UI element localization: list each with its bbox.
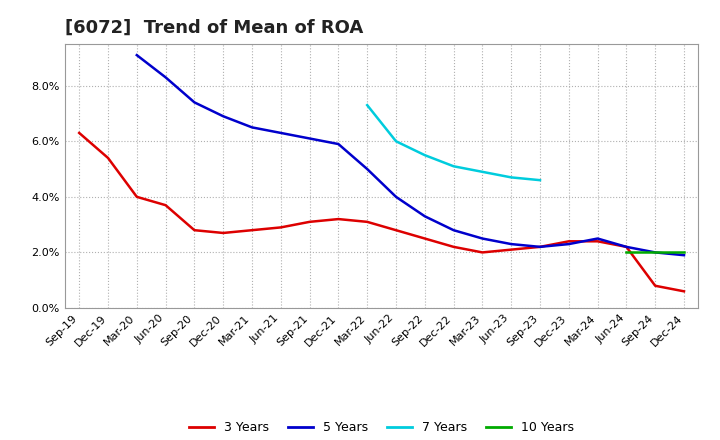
5 Years bbox=[536, 244, 544, 249]
Text: [6072]  Trend of Mean of ROA: [6072] Trend of Mean of ROA bbox=[65, 19, 363, 37]
3 Years bbox=[680, 289, 688, 294]
5 Years bbox=[190, 100, 199, 105]
5 Years bbox=[449, 227, 458, 233]
3 Years bbox=[622, 244, 631, 249]
5 Years bbox=[478, 236, 487, 241]
5 Years bbox=[593, 236, 602, 241]
7 Years bbox=[536, 177, 544, 183]
7 Years bbox=[420, 153, 429, 158]
5 Years bbox=[334, 141, 343, 147]
5 Years bbox=[363, 166, 372, 172]
3 Years bbox=[334, 216, 343, 222]
10 Years bbox=[651, 250, 660, 255]
3 Years bbox=[507, 247, 516, 252]
Line: 3 Years: 3 Years bbox=[79, 133, 684, 291]
7 Years bbox=[363, 103, 372, 108]
3 Years bbox=[75, 130, 84, 136]
3 Years bbox=[564, 238, 573, 244]
5 Years bbox=[420, 214, 429, 219]
7 Years bbox=[392, 139, 400, 144]
5 Years bbox=[219, 114, 228, 119]
5 Years bbox=[248, 125, 256, 130]
3 Years bbox=[478, 250, 487, 255]
3 Years bbox=[248, 227, 256, 233]
3 Years bbox=[276, 225, 285, 230]
3 Years bbox=[651, 283, 660, 288]
5 Years bbox=[392, 194, 400, 199]
5 Years bbox=[132, 52, 141, 58]
3 Years bbox=[132, 194, 141, 199]
10 Years bbox=[680, 250, 688, 255]
3 Years bbox=[219, 230, 228, 235]
3 Years bbox=[536, 244, 544, 249]
5 Years bbox=[651, 250, 660, 255]
5 Years bbox=[276, 130, 285, 136]
3 Years bbox=[392, 227, 400, 233]
3 Years bbox=[420, 236, 429, 241]
3 Years bbox=[305, 219, 314, 224]
3 Years bbox=[104, 155, 112, 161]
5 Years bbox=[680, 253, 688, 258]
3 Years bbox=[449, 244, 458, 249]
7 Years bbox=[449, 164, 458, 169]
Legend: 3 Years, 5 Years, 7 Years, 10 Years: 3 Years, 5 Years, 7 Years, 10 Years bbox=[184, 416, 579, 439]
3 Years bbox=[593, 238, 602, 244]
5 Years bbox=[564, 242, 573, 247]
3 Years bbox=[363, 219, 372, 224]
5 Years bbox=[622, 244, 631, 249]
3 Years bbox=[161, 202, 170, 208]
3 Years bbox=[190, 227, 199, 233]
5 Years bbox=[305, 136, 314, 141]
10 Years bbox=[622, 250, 631, 255]
5 Years bbox=[161, 75, 170, 80]
Line: 7 Years: 7 Years bbox=[367, 105, 540, 180]
7 Years bbox=[507, 175, 516, 180]
5 Years bbox=[507, 242, 516, 247]
Line: 5 Years: 5 Years bbox=[137, 55, 684, 255]
7 Years bbox=[478, 169, 487, 175]
